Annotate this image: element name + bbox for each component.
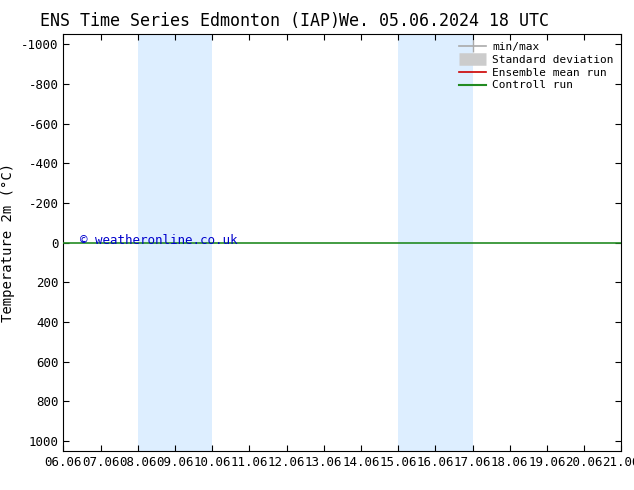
Text: We. 05.06.2024 18 UTC: We. 05.06.2024 18 UTC <box>339 12 549 30</box>
Text: ENS Time Series Edmonton (IAP): ENS Time Series Edmonton (IAP) <box>40 12 340 30</box>
Text: © weatheronline.co.uk: © weatheronline.co.uk <box>80 234 238 247</box>
Legend: min/max, Standard deviation, Ensemble mean run, Controll run: min/max, Standard deviation, Ensemble me… <box>456 40 616 93</box>
Bar <box>138 34 212 451</box>
Y-axis label: Temperature 2m (°C): Temperature 2m (°C) <box>1 163 15 322</box>
Bar <box>398 34 472 451</box>
